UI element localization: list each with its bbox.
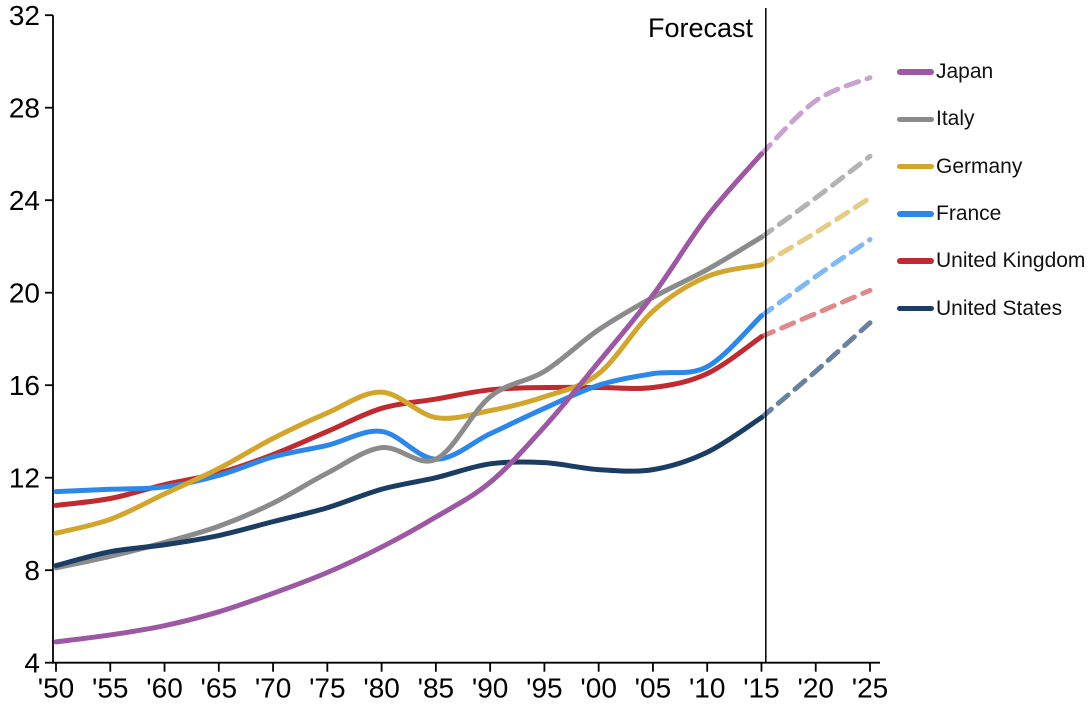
x-tick-label: '05 xyxy=(635,673,672,704)
series-forecast-japan xyxy=(758,75,873,157)
series-forecast-italy xyxy=(758,153,873,240)
x-tick-label: '75 xyxy=(309,673,346,704)
series-line-united-kingdom xyxy=(53,334,764,508)
x-tick-label: '85 xyxy=(418,673,455,704)
forecast-annotation: Forecast xyxy=(647,13,753,43)
series-forecast-united-states xyxy=(758,320,873,421)
series-forecast-germany xyxy=(758,195,873,268)
x-tick-label: '50 xyxy=(38,673,75,704)
legend-swatch-germany xyxy=(897,163,934,170)
series-line-germany xyxy=(53,262,764,536)
series-line-japan xyxy=(53,151,764,645)
x-tick-label: '10 xyxy=(689,673,726,704)
legend-label-france: France xyxy=(936,201,1002,225)
x-tick-label: '15 xyxy=(743,673,780,704)
x-tick-label: '55 xyxy=(92,673,129,704)
legend-label-germany: Germany xyxy=(936,154,1023,178)
x-tick-label: '20 xyxy=(797,673,834,704)
legend-label-japan: Japan xyxy=(936,60,994,83)
x-tick-label: '70 xyxy=(255,673,292,704)
x-tick-label: '90 xyxy=(472,673,509,704)
x-tick-label: '80 xyxy=(363,673,400,704)
x-tick-label: '60 xyxy=(146,673,183,704)
x-tick-label: '00 xyxy=(580,673,617,704)
legend-label-italy: Italy xyxy=(936,107,975,131)
legend-swatch-italy xyxy=(897,116,934,123)
legend-label-united-kingdom: United Kingdom xyxy=(936,249,1086,273)
legend-label-united-states: United States xyxy=(936,296,1063,320)
y-tick-label: 16 xyxy=(9,370,40,401)
x-tick-label: '65 xyxy=(201,673,238,704)
legend-item-united-kingdom: United Kingdom xyxy=(897,249,1085,273)
y-tick-label: 32 xyxy=(9,0,40,31)
legend-item-france: France xyxy=(897,202,1001,226)
legend-swatch-united-kingdom xyxy=(897,258,934,264)
legend-swatch-united-states xyxy=(897,305,934,312)
y-tick-label: 20 xyxy=(9,278,40,309)
y-tick-label: 4 xyxy=(24,648,40,679)
legend-item-germany: Germany xyxy=(897,155,1022,179)
series-line-italy xyxy=(53,234,764,571)
legend-item-japan: Japan xyxy=(897,60,993,84)
y-tick-label: 12 xyxy=(9,463,40,494)
legend-swatch-japan xyxy=(897,69,934,75)
legend-item-italy: Italy xyxy=(897,107,975,131)
legend-item-united-states: United States xyxy=(897,297,1062,321)
series-line-united-states xyxy=(53,415,764,569)
x-tick-label: '95 xyxy=(526,673,563,704)
y-tick-label: 28 xyxy=(9,93,40,124)
y-tick-label: 8 xyxy=(24,555,40,586)
x-tick-label: '25 xyxy=(852,673,889,704)
series-line-france xyxy=(53,313,764,495)
legend-swatch-france xyxy=(897,211,934,217)
y-tick-label: 24 xyxy=(9,185,40,216)
series-forecast-france xyxy=(758,237,873,319)
series-forecast-united-kingdom xyxy=(758,287,873,340)
